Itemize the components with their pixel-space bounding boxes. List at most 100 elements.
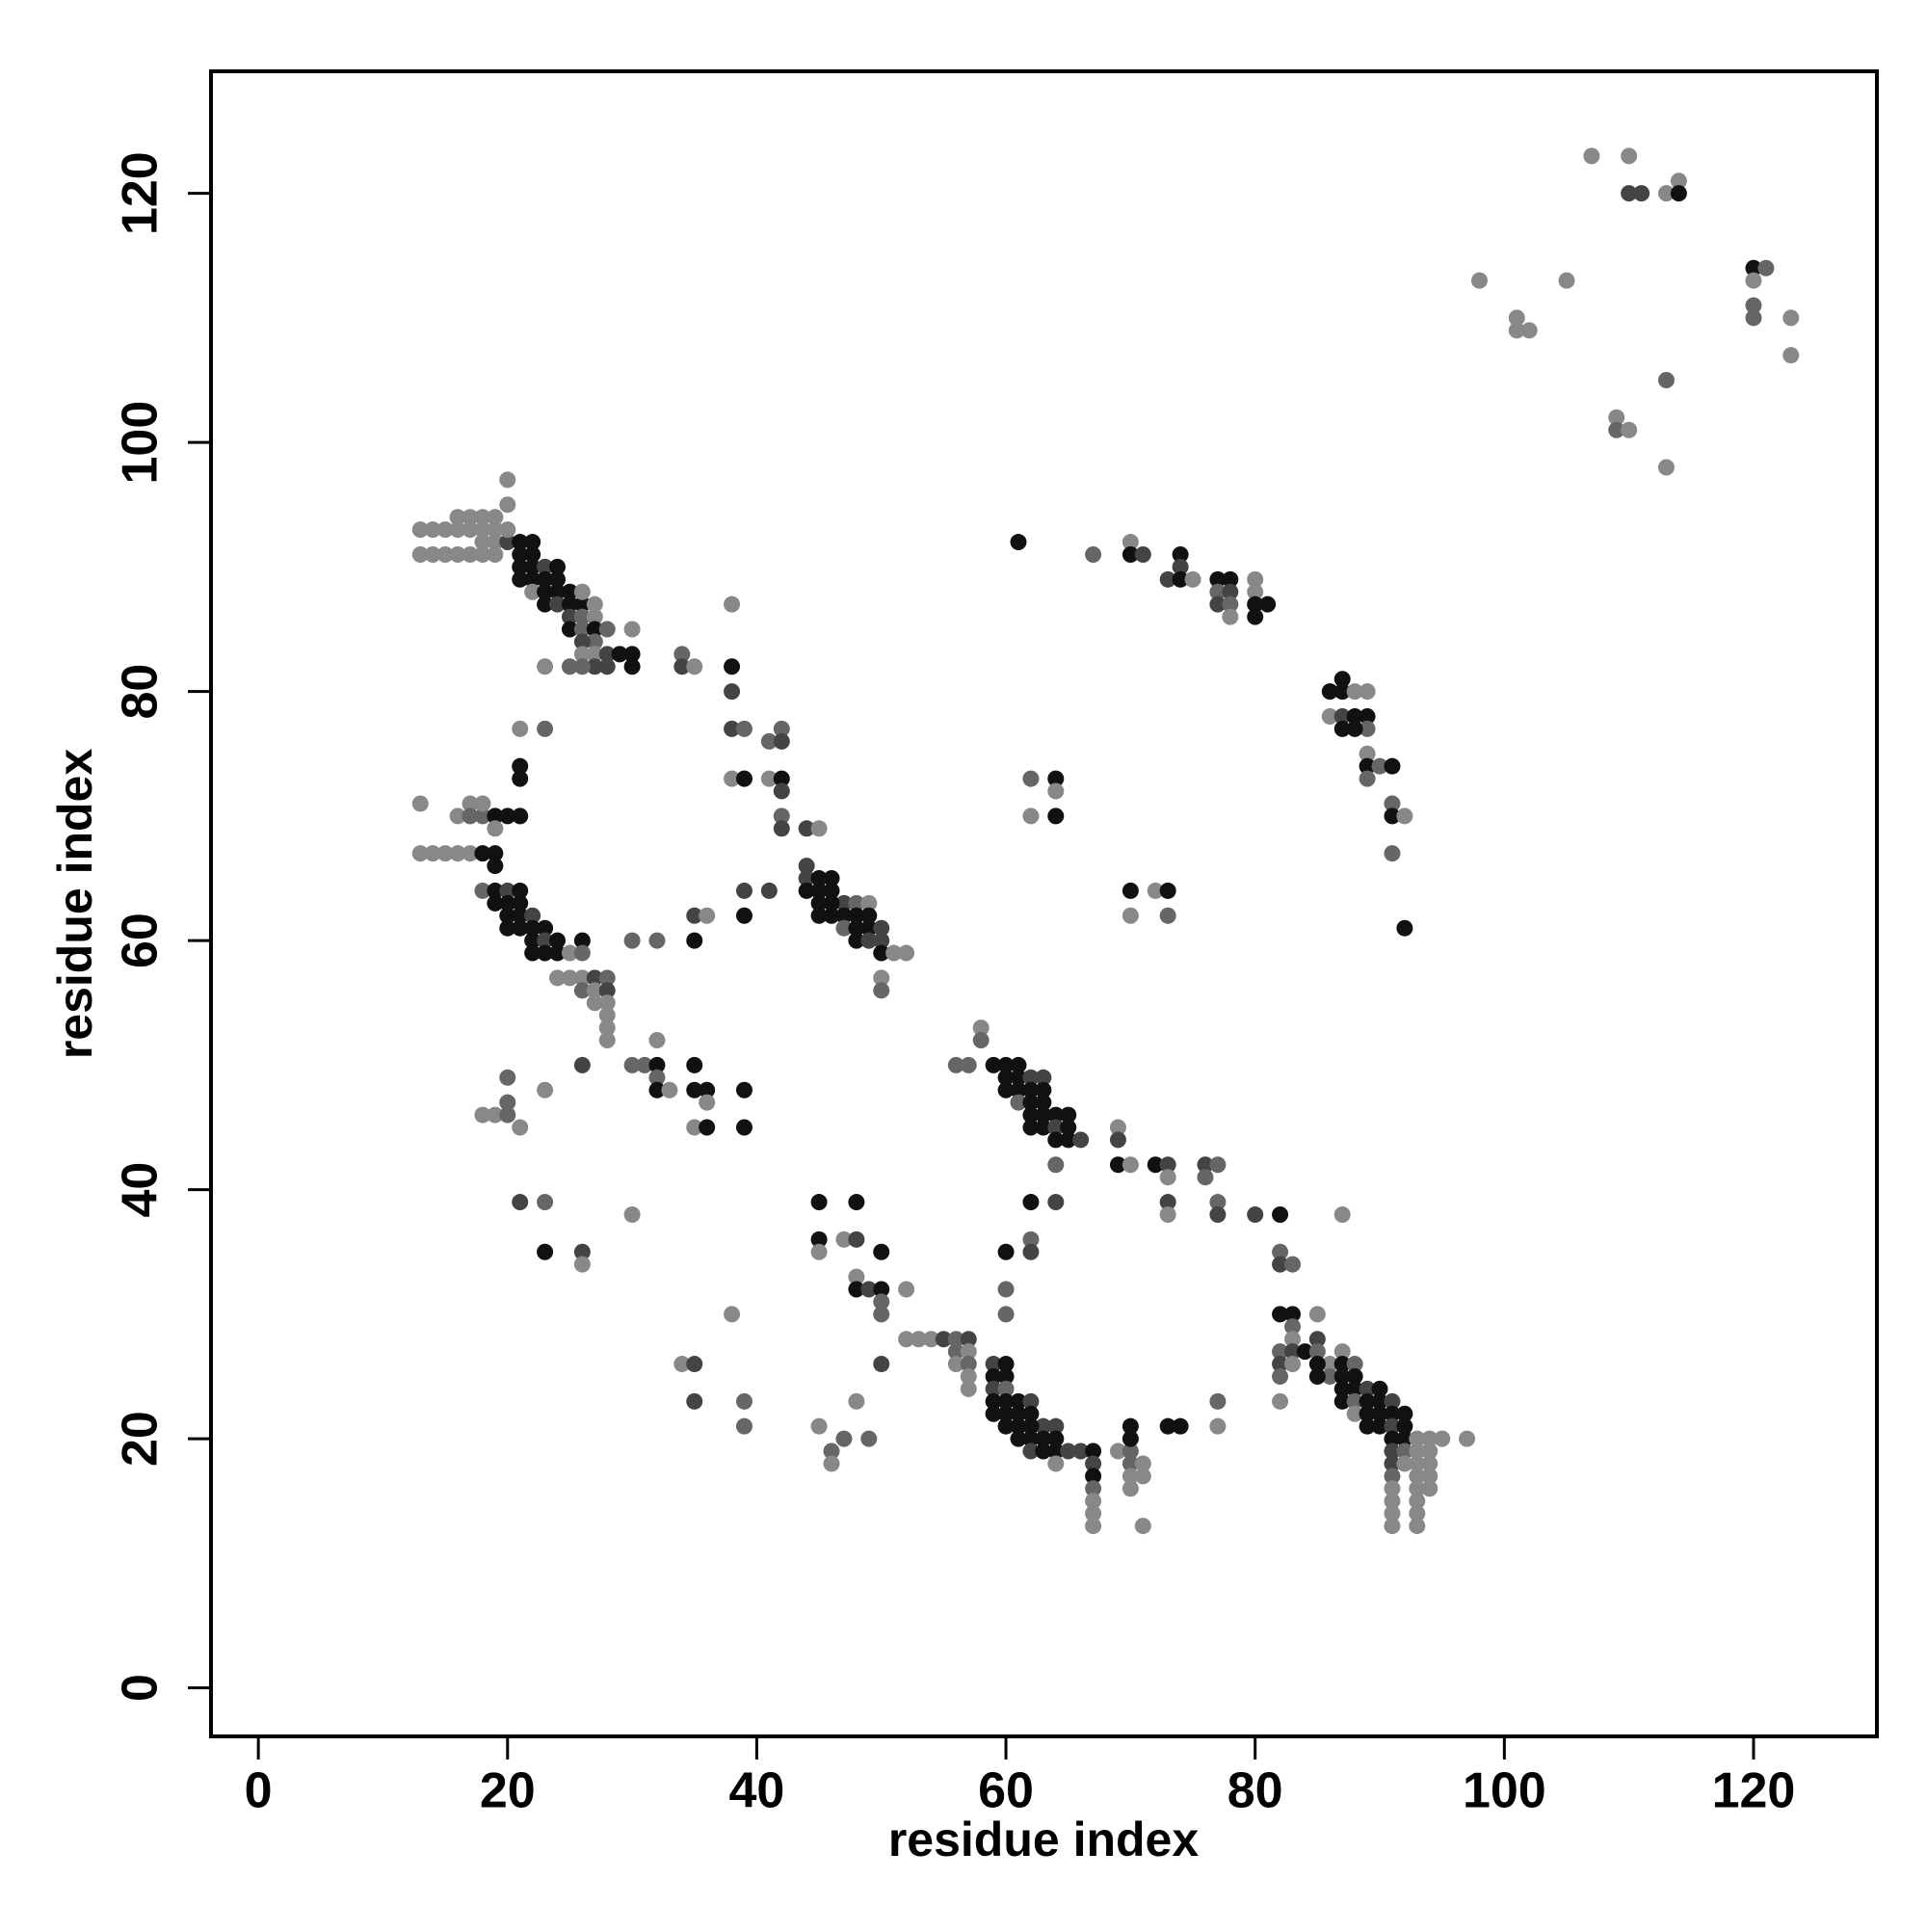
point	[810, 907, 828, 924]
point	[1409, 1455, 1426, 1472]
point	[499, 1069, 516, 1086]
point	[724, 1306, 741, 1323]
point	[985, 1405, 1002, 1422]
point	[724, 658, 741, 675]
y-tick-label: 80	[113, 664, 169, 720]
point	[1384, 1455, 1401, 1472]
point	[1371, 1380, 1388, 1397]
point	[1296, 1343, 1313, 1361]
point	[848, 1281, 865, 1298]
y-axis-title: residue index	[48, 749, 102, 1060]
point	[436, 521, 454, 539]
point	[1359, 1405, 1376, 1422]
point	[1222, 570, 1239, 588]
point	[860, 932, 878, 949]
point	[598, 1032, 616, 1049]
point	[1346, 1405, 1363, 1422]
point	[499, 1094, 516, 1111]
point	[1035, 1119, 1052, 1136]
point	[1122, 907, 1139, 924]
point	[1308, 1331, 1326, 1348]
point	[537, 944, 554, 962]
point	[1283, 1331, 1301, 1348]
point	[1022, 1231, 1040, 1248]
point	[449, 807, 466, 825]
point	[524, 907, 541, 924]
point	[773, 807, 790, 825]
point	[1085, 1518, 1102, 1535]
point	[524, 932, 541, 949]
point	[1409, 1468, 1426, 1485]
point	[1197, 1156, 1214, 1174]
point	[537, 558, 554, 575]
point	[573, 932, 591, 949]
point	[1272, 1367, 1289, 1385]
point	[1558, 272, 1575, 289]
point	[985, 1367, 1002, 1385]
point	[623, 1205, 641, 1223]
point	[561, 621, 578, 638]
point	[860, 1430, 878, 1447]
point	[960, 1331, 977, 1348]
point	[1072, 1131, 1090, 1149]
point	[1333, 683, 1351, 701]
point	[512, 1119, 529, 1136]
point	[549, 932, 567, 949]
point	[474, 807, 491, 825]
point	[1259, 595, 1277, 613]
point	[1022, 1069, 1040, 1086]
point	[860, 1281, 878, 1298]
point	[1359, 770, 1376, 787]
point	[573, 1056, 591, 1073]
point	[561, 608, 578, 625]
point	[1346, 683, 1363, 701]
point	[462, 521, 479, 539]
point	[449, 509, 466, 526]
point	[1122, 882, 1139, 899]
point	[1122, 534, 1139, 551]
point	[474, 795, 491, 812]
point	[1184, 570, 1201, 588]
plot-frame	[209, 69, 1879, 1738]
point	[648, 1032, 666, 1049]
point	[1010, 1081, 1027, 1098]
point	[1657, 372, 1675, 389]
point	[997, 1367, 1015, 1385]
point	[586, 994, 603, 1012]
point	[1346, 1356, 1363, 1373]
point	[1470, 272, 1488, 289]
point	[1371, 757, 1388, 775]
point	[462, 509, 479, 526]
point	[1247, 608, 1264, 625]
point	[573, 633, 591, 650]
point	[1109, 1156, 1126, 1174]
point	[1283, 1256, 1301, 1273]
point	[848, 1231, 865, 1248]
point	[848, 1268, 865, 1285]
point	[724, 595, 741, 613]
point	[1396, 1442, 1413, 1460]
point	[499, 919, 516, 937]
point	[1209, 1392, 1227, 1410]
point	[499, 534, 516, 551]
point	[1459, 1430, 1476, 1447]
point	[860, 894, 878, 912]
point	[848, 1392, 865, 1410]
point	[524, 583, 541, 600]
point	[499, 496, 516, 514]
point	[1209, 583, 1227, 600]
point	[835, 1430, 853, 1447]
point	[462, 807, 479, 825]
point	[760, 770, 778, 787]
point	[686, 1392, 703, 1410]
point	[1072, 1442, 1090, 1460]
point	[1333, 1380, 1351, 1397]
point	[573, 646, 591, 663]
point	[1022, 1430, 1040, 1447]
point	[462, 795, 479, 812]
point	[1321, 1367, 1338, 1385]
point	[997, 1356, 1015, 1373]
point	[487, 521, 504, 539]
point	[810, 870, 828, 887]
